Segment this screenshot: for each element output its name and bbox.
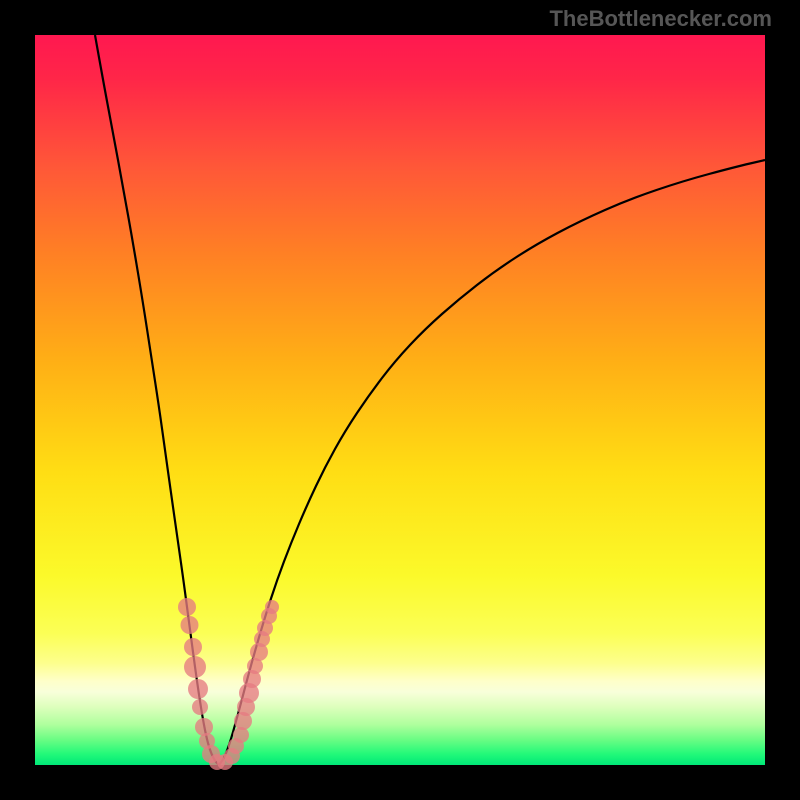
data-point (192, 699, 208, 715)
curve-layer (35, 35, 765, 765)
watermark-text: TheBottlenecker.com (549, 6, 772, 32)
data-point (184, 638, 202, 656)
data-point (188, 679, 208, 699)
data-point (181, 616, 199, 634)
chart-frame: TheBottlenecker.com (0, 0, 800, 800)
bottleneck-curve-right-branch (219, 160, 765, 765)
data-point (195, 718, 213, 736)
data-point-cluster (178, 598, 279, 770)
data-point (184, 656, 206, 678)
data-point (265, 600, 279, 614)
plot-area (35, 35, 765, 765)
data-point (178, 598, 196, 616)
bottleneck-curve-left-branch (95, 35, 219, 765)
